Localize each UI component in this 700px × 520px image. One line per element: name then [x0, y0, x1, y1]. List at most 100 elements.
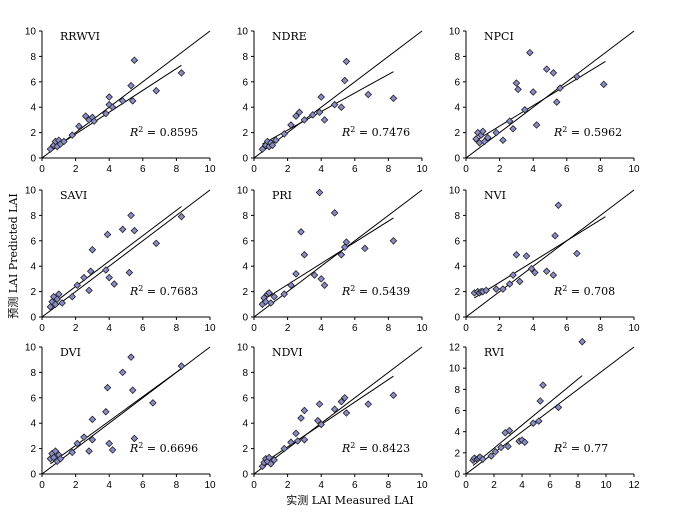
data-point — [280, 444, 289, 453]
r2-value: = 0.8423 — [355, 442, 410, 455]
data-point — [85, 286, 93, 295]
x-tick-label: 6 — [140, 323, 146, 334]
data-point — [268, 141, 277, 150]
data-point — [60, 137, 68, 146]
data-point — [55, 290, 63, 298]
y-tick-label: 0 — [242, 313, 248, 324]
panel-title: PRI — [272, 189, 292, 202]
one-to-one-line — [254, 30, 423, 158]
fit-line — [50, 368, 182, 465]
x-tick-label: 0 — [463, 480, 469, 491]
r-squared-label: R2 = 0.5439 — [341, 284, 410, 298]
data-point — [330, 100, 339, 109]
r-squared-label: R2 = 0.8423 — [341, 441, 410, 455]
r2-value: = 0.7476 — [355, 126, 410, 139]
data-point — [103, 383, 112, 392]
data-point — [105, 100, 113, 109]
one-to-one-line — [254, 189, 423, 317]
data-point — [86, 267, 95, 276]
data-point — [487, 452, 495, 460]
x-tick-label: 0 — [251, 480, 257, 491]
data-point — [280, 130, 289, 138]
data-point — [491, 448, 500, 456]
y-tick-label: 2 — [454, 448, 460, 459]
r2-superscript: 2 — [562, 284, 567, 293]
r2-symbol: R — [129, 285, 138, 298]
data-point — [287, 438, 295, 447]
data-point — [521, 438, 529, 447]
data-point — [177, 362, 186, 370]
panel-title: NDVI — [272, 346, 303, 359]
x-tick-label: 0 — [463, 323, 469, 334]
y-tick-label: 8 — [454, 385, 460, 396]
data-point — [317, 420, 325, 429]
x-tick-label: 10 — [204, 480, 216, 491]
data-point — [330, 209, 339, 217]
data-point — [320, 116, 329, 124]
y-tick-label: 10 — [237, 186, 249, 197]
x-tick-label: 8 — [174, 164, 180, 175]
data-point — [177, 212, 186, 221]
r-squared-label: R2 = 0.6696 — [129, 441, 198, 455]
data-point — [88, 245, 97, 254]
x-tick-label: 6 — [352, 323, 358, 334]
x-tick-label: 2 — [491, 480, 497, 491]
data-point — [549, 69, 558, 77]
r2-superscript: 2 — [138, 125, 143, 134]
y-tick-label: 0 — [30, 154, 36, 165]
data-point — [68, 131, 77, 139]
x-tick-label: 10 — [628, 323, 640, 334]
y-tick-label: 8 — [454, 52, 460, 63]
data-point — [287, 281, 295, 290]
x-tick-label: 2 — [285, 323, 291, 334]
data-point — [152, 86, 161, 95]
data-point — [342, 409, 351, 417]
data-point — [529, 88, 537, 96]
data-point — [68, 448, 77, 457]
y-tick-label: 4 — [454, 427, 460, 438]
r2-symbol: R — [341, 126, 350, 139]
data-point — [270, 456, 278, 464]
data-point — [539, 381, 547, 389]
x-tick-label: 8 — [386, 480, 392, 491]
y-tick-label: 4 — [242, 419, 248, 430]
data-point — [499, 136, 507, 144]
x-tick-label: 6 — [564, 323, 570, 334]
panel-lines — [466, 189, 635, 317]
data-point — [128, 97, 137, 105]
fit-line — [50, 206, 182, 306]
data-point — [492, 128, 501, 137]
data-point — [389, 237, 398, 245]
y-tick-label: 6 — [30, 77, 36, 88]
x-tick-label: 4 — [318, 323, 324, 334]
y-tick-label: 0 — [454, 313, 460, 324]
y-tick-label: 2 — [242, 287, 248, 298]
data-point — [297, 414, 305, 422]
r2-value: = 0.5962 — [567, 126, 622, 139]
data-point — [292, 270, 300, 278]
data-point — [542, 65, 551, 73]
data-point — [492, 285, 501, 293]
data-point — [512, 79, 521, 87]
data-point — [80, 273, 88, 282]
one-to-one-line — [42, 30, 211, 158]
data-point — [509, 271, 517, 279]
r2-superscript: 2 — [350, 284, 355, 293]
data-point — [118, 225, 127, 234]
x-tick-label: 10 — [628, 164, 640, 175]
data-point — [337, 251, 346, 259]
data-point — [364, 400, 373, 408]
x-tick-label: 8 — [174, 323, 180, 334]
x-tick-label: 0 — [39, 480, 45, 491]
data-point — [88, 435, 97, 444]
data-point — [389, 94, 398, 103]
data-point — [340, 76, 349, 85]
r2-value: = 0.6696 — [143, 442, 198, 455]
r-squared-label: R2 = 0.708 — [553, 284, 615, 298]
y-tick-label: 0 — [30, 470, 36, 481]
x-tick-label: 10 — [416, 480, 428, 491]
y-tick-label: 2 — [242, 128, 248, 139]
panel-title: RRWVI — [60, 30, 100, 43]
